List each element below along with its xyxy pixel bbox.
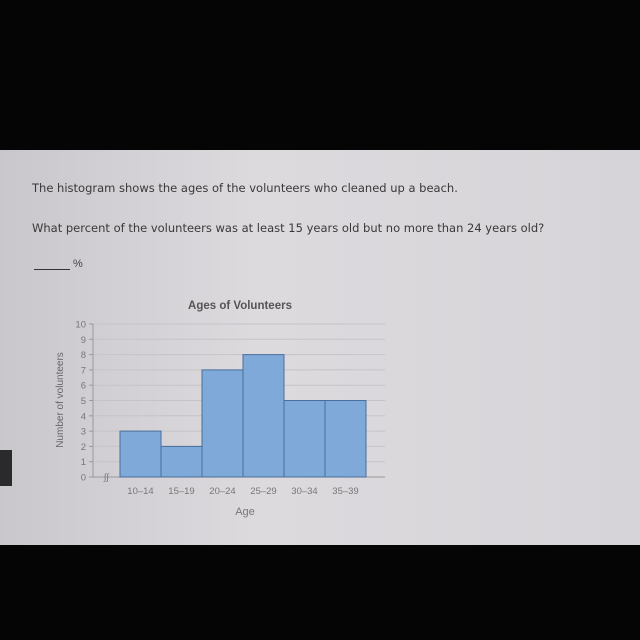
y-tick-label: 4 bbox=[81, 411, 86, 422]
y-tick-label: 2 bbox=[81, 442, 86, 453]
bar bbox=[283, 400, 326, 478]
x-axis-label: Age bbox=[235, 506, 255, 518]
question-intro: The histogram shows the ages of the volu… bbox=[32, 181, 458, 195]
y-tick-label: 8 bbox=[81, 350, 86, 361]
y-tick-label: 3 bbox=[81, 427, 86, 438]
x-tick-label: 15–19 bbox=[168, 486, 194, 497]
bar bbox=[119, 430, 162, 478]
y-tick-label: 5 bbox=[81, 396, 86, 407]
question-prompt: What percent of the volunteers was at le… bbox=[32, 221, 545, 235]
y-tick-label: 10 bbox=[75, 320, 86, 331]
x-tick-label: 35–39 bbox=[332, 486, 358, 497]
chart-title: Ages of Volunteers bbox=[188, 300, 292, 312]
x-tick-label: 10–14 bbox=[127, 486, 153, 497]
bar bbox=[324, 400, 367, 478]
x-tick-label: 30–34 bbox=[291, 486, 317, 497]
y-tick-label: 6 bbox=[81, 381, 86, 392]
bar bbox=[160, 445, 203, 478]
y-tick-label: 1 bbox=[81, 457, 86, 468]
x-tick-label: 20–24 bbox=[209, 486, 235, 497]
side-tab bbox=[0, 450, 12, 486]
bar bbox=[201, 369, 244, 478]
x-tick-label: 25–29 bbox=[250, 486, 276, 497]
y-tick-label: 7 bbox=[81, 365, 86, 376]
screen bbox=[0, 150, 640, 545]
percent-unit: % bbox=[73, 258, 83, 270]
y-tick-label: 9 bbox=[81, 335, 86, 346]
answer-input[interactable] bbox=[34, 269, 70, 270]
y-tick-label: 0 bbox=[81, 473, 86, 484]
y-axis-label: Number of volunteers bbox=[55, 352, 66, 448]
bar bbox=[242, 354, 285, 478]
axis-break-icon: ∫∫ bbox=[103, 472, 110, 482]
